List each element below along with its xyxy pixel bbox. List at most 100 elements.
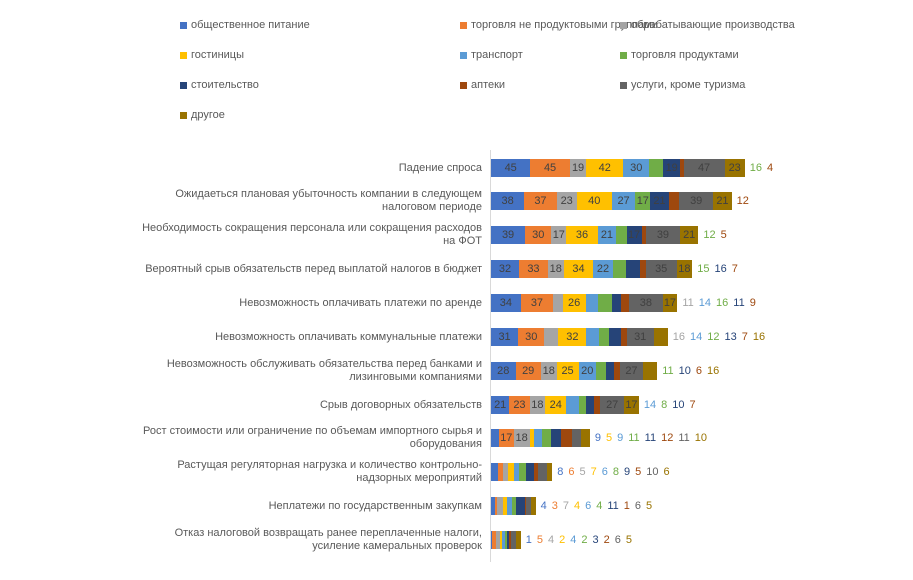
bar-segment	[578, 362, 596, 380]
data-label: 4	[548, 533, 555, 546]
bar-segment	[585, 294, 598, 312]
bar-segment	[545, 396, 567, 414]
bar-segment	[540, 362, 557, 380]
category-label: Невозможность оплачивать платежи по арен…	[239, 297, 482, 309]
data-label: 9	[749, 296, 756, 309]
data-label: 24	[549, 398, 562, 411]
category-label: Падение спроса	[398, 162, 482, 174]
bar-segment	[506, 531, 510, 549]
data-label: 11	[733, 296, 745, 309]
data-label: 8	[557, 465, 564, 478]
legend-item: другое	[180, 109, 225, 122]
data-label: 2	[559, 533, 566, 546]
data-label: 5	[536, 533, 543, 546]
data-label: 17	[625, 398, 638, 411]
bar-segment	[597, 294, 612, 312]
legend-label: услуги, кроме туризма	[631, 79, 746, 91]
bar-segment	[576, 192, 612, 210]
data-label: 45	[543, 161, 557, 174]
data-label: 12	[703, 228, 716, 241]
data-label: 12	[707, 330, 720, 343]
bar-segment	[503, 463, 508, 481]
legend-swatch	[620, 22, 627, 29]
legend-label: торговля продуктами	[631, 49, 739, 61]
bar-segment	[614, 362, 620, 380]
bar-segment	[593, 260, 613, 278]
bar-segment	[491, 328, 519, 346]
bar-segment	[566, 226, 598, 244]
data-label: 37	[530, 296, 544, 309]
bar-segment	[491, 396, 510, 414]
bar-segment	[494, 497, 498, 515]
legend-swatch	[180, 82, 187, 89]
bar-segment	[668, 192, 680, 210]
data-label: 9	[624, 465, 631, 478]
bar-segment	[569, 159, 587, 177]
data-label: 10	[672, 398, 685, 411]
data-label: 27	[617, 194, 630, 207]
data-label: 17	[627, 228, 641, 241]
legend-item: общественное питание	[180, 19, 310, 32]
bar-segment	[507, 463, 514, 481]
data-label: 19	[571, 161, 585, 174]
legend-swatch	[180, 112, 187, 119]
bar-segment	[513, 463, 519, 481]
data-label: 7	[562, 499, 569, 512]
bar-segment	[679, 192, 714, 210]
bar-segment	[505, 531, 507, 549]
bar-segment	[680, 226, 699, 244]
data-label: 17	[500, 431, 513, 444]
bar-segment	[561, 429, 572, 447]
bar-segment	[526, 497, 532, 515]
data-label: 39	[656, 228, 670, 241]
bar-segment	[619, 362, 644, 380]
bar-segment	[653, 328, 668, 346]
legend-swatch	[460, 52, 467, 59]
legend-item: обрабатывающие производства	[620, 19, 795, 32]
legend-item: аптеки	[460, 79, 505, 92]
bar-segment	[594, 396, 601, 414]
bar-segment	[611, 294, 622, 312]
data-label: 10	[694, 431, 708, 444]
bar-segment	[519, 260, 548, 278]
data-label: 17	[552, 228, 565, 241]
bar-segment	[511, 531, 517, 549]
data-label: 3	[592, 533, 599, 546]
bar-segment	[520, 294, 554, 312]
legend-item: торговля не продуктовыми группами	[460, 19, 658, 32]
bar-segment	[499, 531, 502, 549]
category-label: Невозможность оплачивать коммунальные пл…	[215, 331, 482, 343]
data-label: 40	[588, 194, 601, 207]
bar-segment	[491, 294, 521, 312]
data-label: 12	[661, 431, 674, 444]
data-label: 25	[561, 364, 574, 377]
data-label: 5	[579, 465, 586, 478]
data-label: 20	[581, 364, 594, 377]
bar-segment	[662, 294, 678, 312]
bar-segment	[612, 260, 626, 278]
data-label: 16	[707, 364, 720, 377]
data-label: 7	[741, 330, 748, 343]
bar-segment	[556, 192, 577, 210]
bar-segment	[506, 497, 512, 515]
data-label: 36	[575, 228, 589, 241]
data-label: 18	[531, 398, 544, 411]
bar-segment	[553, 294, 563, 312]
data-label: 31	[498, 330, 511, 343]
bar-segment	[491, 531, 492, 549]
data-label: 30	[532, 228, 545, 241]
bar-segment	[571, 429, 582, 447]
bar-segment	[645, 226, 680, 244]
category-label: Вероятный срыв обязательств перед выплат…	[145, 263, 482, 275]
bar-segment	[491, 226, 526, 244]
data-label: 9	[617, 431, 624, 444]
bar-segment	[518, 328, 545, 346]
legend-item: транспорт	[460, 49, 523, 62]
legend-item: торговля продуктами	[620, 49, 739, 62]
data-label: 14	[643, 398, 657, 411]
category-label: Отказ налоговой возвращать ранее перепла…	[174, 527, 482, 552]
bar-segment	[498, 463, 504, 481]
data-label: 7	[590, 465, 597, 478]
data-label: 26	[568, 296, 581, 309]
data-label: 8	[661, 398, 668, 411]
